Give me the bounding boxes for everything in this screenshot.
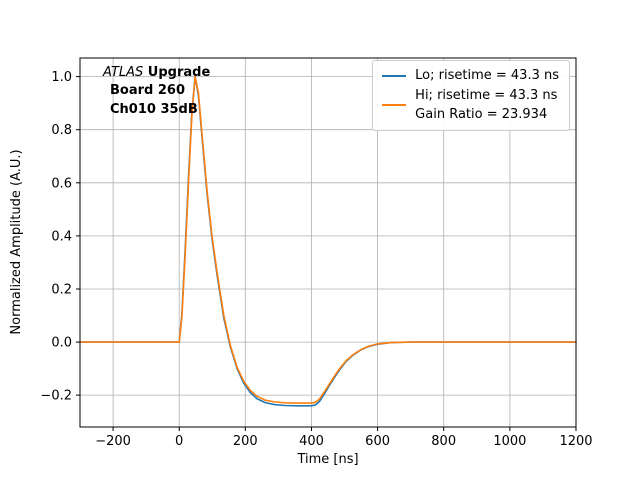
y-tick-label: 0.8	[51, 123, 72, 138]
y-tick-label: 0.4	[51, 229, 72, 244]
x-tick-label: 200	[233, 434, 258, 449]
x-tick-label: 800	[431, 434, 456, 449]
x-tick-label: 600	[365, 434, 390, 449]
legend-item-lo: Lo; risetime = 43.3 ns	[382, 66, 559, 86]
legend-item-hi: Hi; risetime = 43.3 ns Gain Ratio = 23.9…	[382, 86, 559, 125]
annotation-line-2: Board 260	[110, 83, 185, 99]
x-tick-label: −200	[95, 434, 131, 449]
y-tick-label: 0.6	[51, 176, 72, 191]
y-tick-label: 0.2	[51, 283, 72, 298]
y-tick-label: −0.2	[40, 389, 72, 404]
annotation-atlas: ATLAS	[103, 65, 144, 80]
legend-label-lo: Lo; risetime = 43.3 ns	[415, 68, 559, 83]
annotation-line-1: ATLAS Upgrade	[103, 64, 210, 82]
tick-layer: −200 0 200 400 600 800 1000 1200 −0.2 0.0 0.2 0.4 0.…	[40, 70, 592, 449]
legend-label-hi: Hi; risetime = 43.3 ns Gain Ratio = 23.9…	[415, 86, 557, 125]
y-axis-label: Normalized Amplitude (A.U.)	[9, 149, 24, 334]
legend: Lo; risetime = 43.3 ns Hi; risetime = 43…	[372, 60, 570, 131]
legend-line-sample-hi	[382, 104, 407, 106]
annotation-line-3: Ch010 35dB	[110, 101, 198, 117]
y-tick-label: 1.0	[51, 70, 72, 85]
x-tick-label: 400	[299, 434, 324, 449]
series-layer	[79, 75, 577, 407]
axes-border	[79, 57, 577, 428]
x-tick-label: 1000	[493, 434, 526, 449]
series-line-hi	[79, 75, 577, 404]
legend-label-hi-line-1: Hi; risetime = 43.3 ns	[415, 87, 558, 103]
legend-line-sample-lo	[382, 74, 407, 77]
x-axis-label: Time [ns]	[296, 452, 358, 467]
annotation: ATLAS Upgrade Board 260 Ch010 35dB	[103, 64, 210, 119]
x-tick-label: 0	[175, 434, 183, 449]
y-tick-label: 0.0	[51, 336, 72, 351]
annotation-upgrade: Upgrade	[143, 65, 211, 80]
legend-label-hi-line-2: Gain Ratio = 23.934	[415, 107, 548, 122]
x-tick-label: 1200	[559, 434, 592, 449]
